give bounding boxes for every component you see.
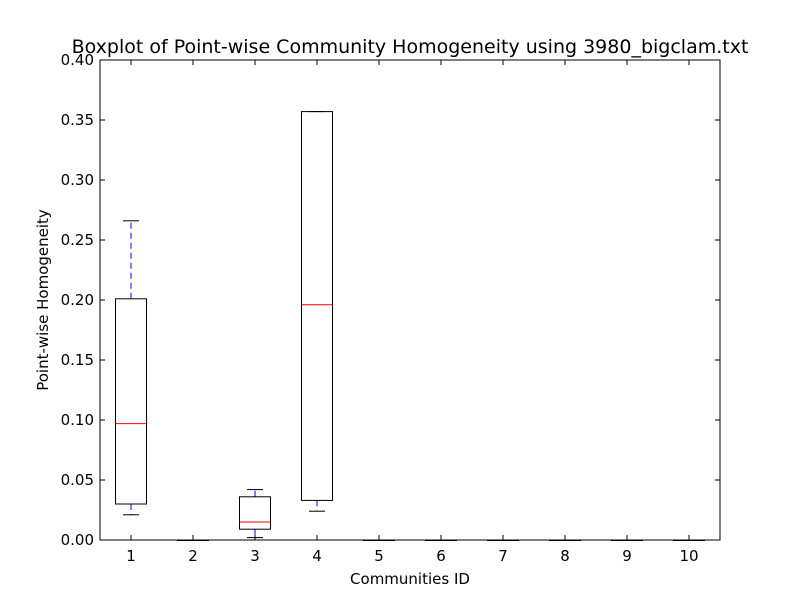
x-tick-label: 9 bbox=[622, 547, 632, 565]
x-tick-label: 2 bbox=[188, 547, 198, 565]
x-tick-label: 7 bbox=[498, 547, 508, 565]
x-tick-label: 10 bbox=[679, 547, 698, 565]
y-tick-label: 0.30 bbox=[61, 171, 94, 189]
x-tick-label: 6 bbox=[436, 547, 446, 565]
y-tick-label: 0.25 bbox=[61, 231, 94, 249]
plot-area: 0.00 0.05 0.10 0.15 0.20 0.25 0.30 0.35 0.40 1 2 3 4… bbox=[61, 51, 720, 565]
y-axis-label: Point-wise Homogeneity bbox=[34, 209, 52, 391]
x-axis-label: Communities ID bbox=[350, 570, 470, 588]
x-tick-label: 1 bbox=[126, 547, 136, 565]
y-tick-label: 0.00 bbox=[61, 531, 94, 549]
x-tick-label: 8 bbox=[560, 547, 570, 565]
y-tick-label: 0.20 bbox=[61, 291, 94, 309]
y-tick-label: 0.40 bbox=[61, 51, 94, 69]
box-4 bbox=[301, 111, 333, 501]
plot-frame bbox=[99, 59, 721, 541]
x-tick-label: 5 bbox=[374, 547, 384, 565]
y-tick-label: 0.10 bbox=[61, 411, 94, 429]
x-tick-label: 3 bbox=[250, 547, 260, 565]
y-tick-label: 0.05 bbox=[61, 471, 94, 489]
y-tick-label: 0.35 bbox=[61, 111, 94, 129]
chart-title: Boxplot of Point-wise Community Homogene… bbox=[72, 36, 749, 58]
y-tick-label: 0.15 bbox=[61, 351, 94, 369]
box-1 bbox=[115, 298, 147, 505]
box-3 bbox=[239, 496, 271, 530]
x-tick-label: 4 bbox=[312, 547, 322, 565]
